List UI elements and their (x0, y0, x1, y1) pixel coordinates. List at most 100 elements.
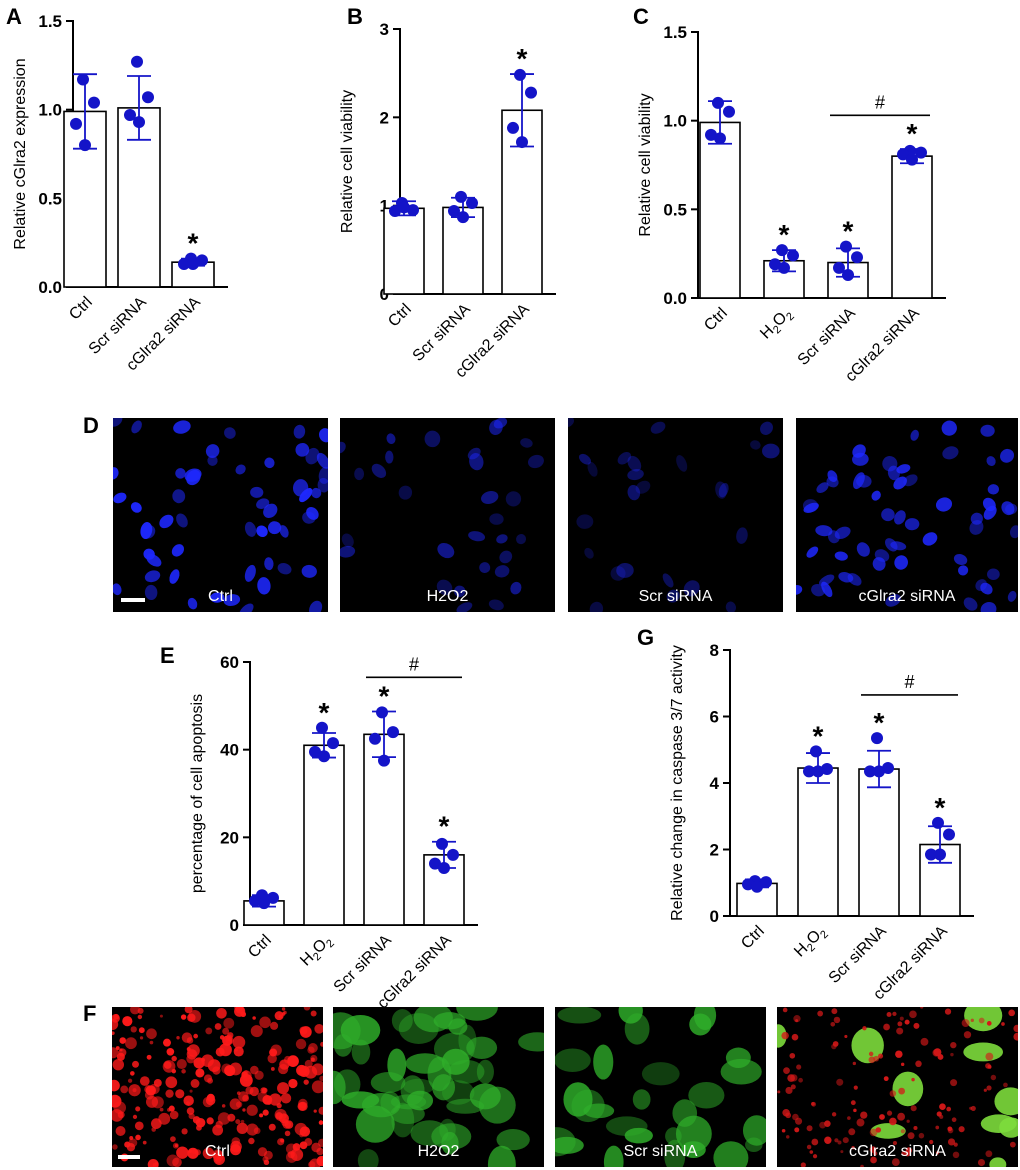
cell-nucleus (239, 603, 254, 612)
data-point (378, 754, 390, 767)
red-aggregate (950, 1079, 958, 1087)
fluorescence-image-cglra2-sirna: cGlra2 siRNA (777, 1007, 1018, 1167)
red-aggregate (277, 1082, 290, 1095)
cell-nucleus (627, 469, 644, 481)
red-aggregate (254, 1070, 264, 1080)
red-aggregate (221, 1104, 226, 1108)
cell-nucleus (827, 470, 838, 482)
data-point (196, 254, 208, 267)
green-cell (391, 1009, 413, 1033)
red-aggregate (873, 1055, 880, 1062)
red-aggregate (171, 1068, 177, 1074)
cell-nucleus (186, 469, 201, 486)
x-tick-label: Ctrl (66, 294, 96, 324)
data-point (840, 240, 852, 253)
cell-nucleus (871, 490, 881, 501)
red-aggregate (284, 1120, 294, 1129)
red-aggregate (812, 1154, 818, 1159)
red-aggregate (889, 1090, 897, 1097)
cell-nucleus (306, 506, 319, 520)
green-cell (870, 1123, 906, 1139)
red-aggregate (781, 1031, 789, 1040)
red-aggregate (800, 1162, 806, 1167)
red-aggregate (318, 1120, 323, 1125)
red-aggregate (892, 1011, 897, 1017)
bar (858, 768, 900, 917)
cell-nucleus (725, 601, 737, 612)
red-aggregate (946, 1106, 952, 1112)
red-aggregate (847, 1116, 851, 1120)
green-cell (593, 1044, 614, 1080)
cell-nucleus (821, 581, 833, 598)
red-aggregate (205, 1095, 216, 1106)
cell-nucleus (279, 525, 289, 538)
data-point (318, 750, 330, 763)
red-aggregate (231, 1137, 241, 1146)
red-aggregate (283, 1055, 292, 1064)
cell-nucleus (910, 429, 919, 441)
red-aggregate (119, 1037, 127, 1044)
bar-chart-a: 0.0 0.5 1.0 1.5 Relative cGlra2 expression Ct… (12, 12, 228, 374)
red-aggregate (790, 1084, 796, 1090)
red-aggregate (986, 1085, 992, 1091)
cell-nucleus (516, 534, 527, 545)
cell-nucleus (986, 456, 996, 466)
cell-nucleus (244, 564, 256, 582)
cell-nucleus (468, 531, 486, 542)
cell-nucleus (935, 497, 953, 512)
red-aggregate (278, 1014, 283, 1019)
cell-nucleus (953, 554, 968, 565)
cell-nucleus (235, 464, 246, 475)
red-aggregate (311, 1080, 323, 1094)
cell-nucleus (904, 518, 920, 531)
red-aggregate (175, 1089, 185, 1099)
red-aggregate (259, 1016, 271, 1029)
red-aggregate (319, 1075, 323, 1082)
red-aggregate (806, 1125, 813, 1132)
bracket-label: # (409, 654, 419, 674)
image-label-ctrl: Ctrl (205, 1143, 230, 1160)
red-aggregate (316, 1155, 323, 1167)
cell-nucleus (113, 418, 123, 427)
cell-nucleus (456, 602, 473, 612)
red-aggregate (268, 1123, 276, 1131)
cell-nucleus (963, 597, 978, 611)
cell-nucleus (1009, 525, 1018, 539)
red-aggregate (872, 1151, 878, 1156)
red-aggregate (250, 1025, 263, 1038)
red-aggregate (113, 1013, 120, 1020)
data-point (387, 726, 399, 739)
red-aggregate (929, 1139, 934, 1145)
cell-nucleus (584, 547, 594, 559)
red-aggregate (149, 1040, 154, 1045)
red-aggregate (267, 1100, 272, 1105)
data-point (742, 878, 754, 891)
red-aggregate (188, 1112, 195, 1120)
red-aggregate (236, 1122, 248, 1134)
cell-nucleus (210, 592, 225, 603)
cell-nucleus (527, 454, 544, 469)
red-aggregate (118, 1048, 127, 1057)
cell-nucleus (305, 447, 320, 465)
data-point (389, 204, 401, 217)
green-cell (478, 1086, 516, 1124)
cell-nucleus (424, 430, 441, 448)
red-aggregate (259, 1113, 264, 1118)
cell-nucleus (467, 447, 481, 460)
data-point (897, 148, 909, 161)
green-cell (664, 1139, 686, 1167)
cell-nucleus (838, 572, 854, 583)
green-cell (603, 1145, 624, 1167)
red-aggregate (224, 1065, 236, 1077)
red-aggregate (892, 1140, 897, 1146)
significance-star: * (779, 219, 790, 250)
green-cell (400, 1075, 425, 1106)
cell-nucleus (264, 457, 275, 469)
red-aggregate (308, 1043, 318, 1053)
red-aggregate (130, 1071, 135, 1076)
cell-nucleus (436, 579, 453, 596)
red-aggregate (261, 1087, 268, 1094)
red-aggregate (869, 1128, 878, 1137)
red-aggregate (242, 1108, 246, 1112)
red-aggregate (951, 1117, 957, 1123)
